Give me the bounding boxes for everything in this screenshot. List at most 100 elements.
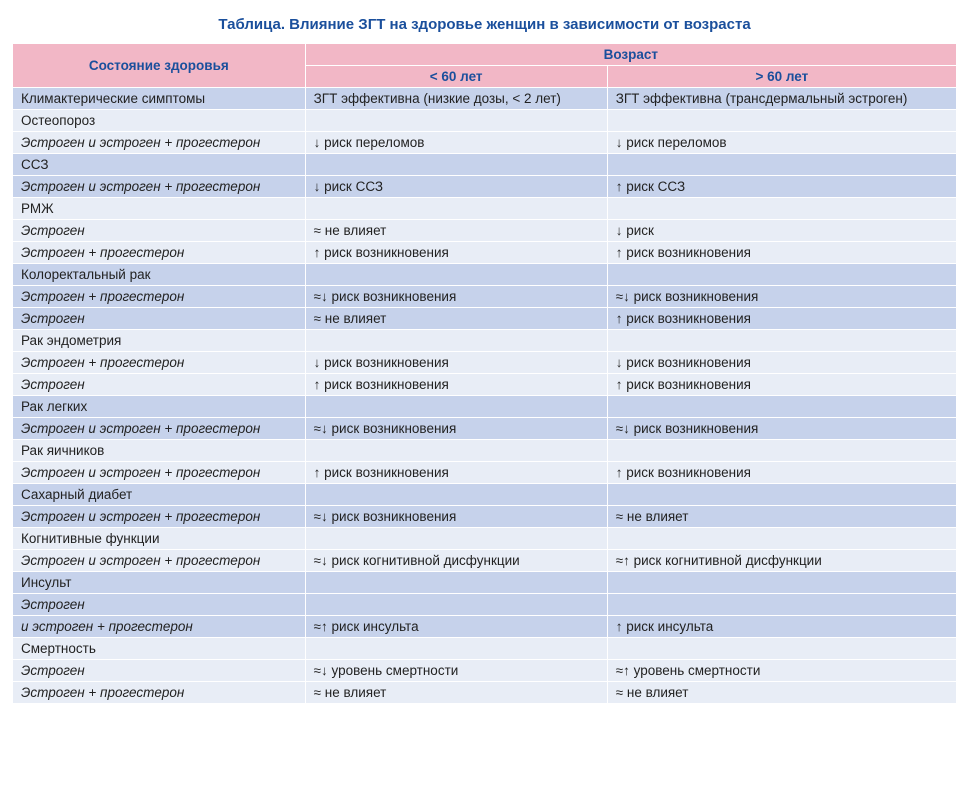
under60-cell <box>305 528 607 550</box>
over60-cell: ≈ не влияет <box>607 506 956 528</box>
condition-cell: Рак яичников <box>13 440 306 462</box>
condition-cell: Климактерические симптомы <box>13 88 306 110</box>
condition-cell: Рак легких <box>13 396 306 418</box>
over60-cell: ↑ риск возникновения <box>607 308 956 330</box>
condition-cell: Остеопороз <box>13 110 306 132</box>
condition-cell: Эстроген + прогестерон <box>13 286 306 308</box>
table-row: и эстроген + прогестерон≈↑ риск инсульта… <box>13 616 957 638</box>
condition-cell: Эстроген <box>13 220 306 242</box>
condition-cell: Когнитивные функции <box>13 528 306 550</box>
over60-cell <box>607 528 956 550</box>
table-row: Эстроген≈ не влияет↑ риск возникновения <box>13 308 957 330</box>
condition-cell: Рак эндометрия <box>13 330 306 352</box>
table-row: Колоректальный рак <box>13 264 957 286</box>
table-row: Сахарный диабет <box>13 484 957 506</box>
under60-cell: ≈ не влияет <box>305 220 607 242</box>
under60-cell: ↓ риск ССЗ <box>305 176 607 198</box>
condition-cell: Эстроген и эстроген + прогестерон <box>13 550 306 572</box>
over60-cell: ≈↑ риск когнитивной дисфункции <box>607 550 956 572</box>
over60-cell: ЗГТ эффективна (трансдермальный эстроген… <box>607 88 956 110</box>
table-row: ССЗ <box>13 154 957 176</box>
table-row: Когнитивные функции <box>13 528 957 550</box>
condition-cell: Эстроген + прогестерон <box>13 242 306 264</box>
over60-cell <box>607 264 956 286</box>
over60-cell <box>607 396 956 418</box>
under60-cell <box>305 154 607 176</box>
condition-cell: Эстроген + прогестерон <box>13 352 306 374</box>
condition-cell: Эстроген <box>13 374 306 396</box>
under60-cell <box>305 330 607 352</box>
under60-cell <box>305 264 607 286</box>
table-row: Эстроген↑ риск возникновения↑ риск возни… <box>13 374 957 396</box>
under60-cell <box>305 594 607 616</box>
condition-cell: Сахарный диабет <box>13 484 306 506</box>
condition-cell: Инсульт <box>13 572 306 594</box>
condition-cell: Эстроген <box>13 594 306 616</box>
condition-cell: Эстроген + прогестерон <box>13 682 306 704</box>
table-title: Таблица. Влияние ЗГТ на здоровье женщин … <box>12 16 957 33</box>
over60-cell: ≈↓ риск возникновения <box>607 286 956 308</box>
table-row: Эстроген≈ не влияет↓ риск <box>13 220 957 242</box>
under60-cell: ≈↑ риск инсульта <box>305 616 607 638</box>
under60-cell: ≈ не влияет <box>305 308 607 330</box>
under60-cell <box>305 638 607 660</box>
under60-cell <box>305 396 607 418</box>
table-row: Эстроген и эстроген + прогестерон≈↓ риск… <box>13 550 957 572</box>
over60-cell <box>607 572 956 594</box>
table-row: Рак яичников <box>13 440 957 462</box>
table-row: Рак легких <box>13 396 957 418</box>
table-body: Климактерические симптомыЗГТ эффективна … <box>13 88 957 704</box>
under60-cell: ЗГТ эффективна (низкие дозы, < 2 лет) <box>305 88 607 110</box>
table-row: Климактерические симптомыЗГТ эффективна … <box>13 88 957 110</box>
table-row: Смертность <box>13 638 957 660</box>
over60-cell <box>607 110 956 132</box>
header-over60: > 60 лет <box>607 66 956 88</box>
header-condition: Состояние здоровья <box>13 44 306 88</box>
under60-cell: ↓ риск возникновения <box>305 352 607 374</box>
table-row: Эстроген <box>13 594 957 616</box>
table-row: Эстроген + прогестерон≈↓ риск возникнове… <box>13 286 957 308</box>
under60-cell <box>305 484 607 506</box>
over60-cell <box>607 198 956 220</box>
over60-cell <box>607 638 956 660</box>
table-row: Остеопороз <box>13 110 957 132</box>
condition-cell: Эстроген и эстроген + прогестерон <box>13 176 306 198</box>
table-row: Эстроген и эстроген + прогестерон↓ риск … <box>13 176 957 198</box>
under60-cell <box>305 572 607 594</box>
over60-cell <box>607 484 956 506</box>
over60-cell: ↑ риск возникновения <box>607 462 956 484</box>
condition-cell: РМЖ <box>13 198 306 220</box>
over60-cell: ↓ риск возникновения <box>607 352 956 374</box>
over60-cell: ≈ не влияет <box>607 682 956 704</box>
table-row: Рак эндометрия <box>13 330 957 352</box>
condition-cell: Колоректальный рак <box>13 264 306 286</box>
over60-cell: ↑ риск ССЗ <box>607 176 956 198</box>
over60-cell <box>607 440 956 462</box>
over60-cell: ↑ риск возникновения <box>607 242 956 264</box>
condition-cell: Эстроген и эстроген + прогестерон <box>13 132 306 154</box>
over60-cell: ≈↑ уровень смертности <box>607 660 956 682</box>
table-row: Эстроген и эстроген + прогестерон ≈↓ риск… <box>13 418 957 440</box>
under60-cell: ≈↓ риск возникновения <box>305 286 607 308</box>
under60-cell: ↑ риск возникновения <box>305 462 607 484</box>
over60-cell: ↑ риск инсульта <box>607 616 956 638</box>
over60-cell: ↓ риск <box>607 220 956 242</box>
under60-cell: ↓ риск переломов <box>305 132 607 154</box>
condition-cell: Эстроген и эстроген + прогестерон <box>13 418 306 440</box>
under60-cell: ≈ не влияет <box>305 682 607 704</box>
hrt-table: Состояние здоровья Возраст < 60 лет > 60… <box>12 43 957 704</box>
table-row: Эстроген + прогестерон ↑ риск возникновен… <box>13 242 957 264</box>
table-row: Эстроген и эстроген + прогестерон↑ риск … <box>13 462 957 484</box>
under60-cell <box>305 110 607 132</box>
table-row: Эстроген и эстроген + прогестерон≈↓ риск… <box>13 506 957 528</box>
over60-cell: ↑ риск возникновения <box>607 374 956 396</box>
over60-cell <box>607 594 956 616</box>
table-row: Эстроген + прогестерон↓ риск возникновен… <box>13 352 957 374</box>
table-row: РМЖ <box>13 198 957 220</box>
over60-cell: ↓ риск переломов <box>607 132 956 154</box>
under60-cell: ↑ риск возникновения <box>305 374 607 396</box>
condition-cell: и эстроген + прогестерон <box>13 616 306 638</box>
header-age-group: Возраст <box>305 44 956 66</box>
over60-cell <box>607 330 956 352</box>
over60-cell: ≈↓ риск возникновения <box>607 418 956 440</box>
